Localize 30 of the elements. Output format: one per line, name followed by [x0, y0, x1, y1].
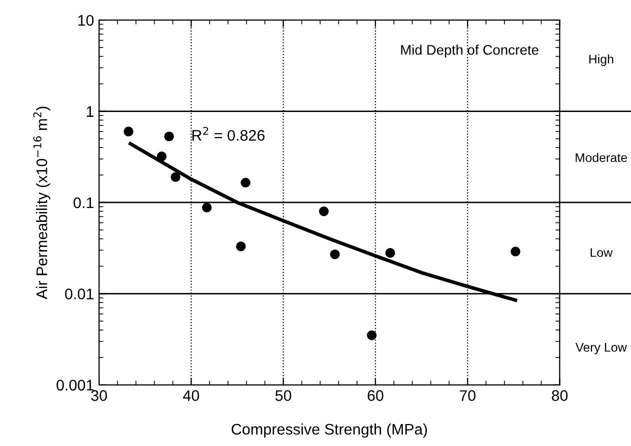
text: Low [590, 248, 613, 257]
annotation: Mid Depth of Concrete [401, 44, 538, 58]
point [240, 178, 250, 188]
point [330, 249, 340, 260]
point [318, 206, 329, 216]
y-tick-label: 0.1 [74, 197, 94, 208]
x-tick-label: 60 [368, 390, 384, 401]
x-axis-title: Compressive Strength (MPa) [232, 423, 427, 438]
point [236, 242, 246, 252]
point [124, 126, 134, 136]
y-tick-label: 10 [78, 14, 94, 26]
y-tick-label: 0.01 [65, 288, 94, 300]
x-tick-label: 80 [552, 390, 568, 401]
annotation: R$^{2}$ = 0.826 [192, 126, 265, 141]
point [202, 202, 212, 212]
x-tick-label: 70 [460, 390, 476, 401]
point [366, 330, 377, 340]
y-axis-title: Air Permeability (x10$^{−16}$ m$^{2}$) [33, 106, 50, 300]
y-tick-label: 1 [86, 106, 94, 117]
point [510, 246, 520, 256]
point [385, 248, 396, 258]
text: Very Low [576, 343, 627, 354]
x-tick-label: 50 [275, 390, 292, 401]
point [170, 172, 180, 182]
point [164, 132, 174, 142]
y-tick-label: 0.001 [56, 380, 94, 391]
text: High [589, 54, 614, 66]
x-tick-label: 40 [183, 390, 200, 401]
text: Moderate [576, 152, 628, 162]
x-tick-label: 30 [91, 390, 107, 401]
